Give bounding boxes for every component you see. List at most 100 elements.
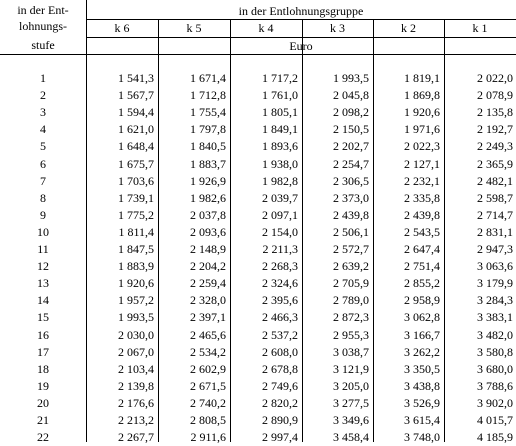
salary-cell: 3 788,6: [477, 378, 513, 393]
group-k2-header: k 2: [401, 21, 416, 35]
salary-cell: 2 324,6: [262, 276, 298, 291]
salary-cell: 2 947,3: [477, 242, 513, 256]
salary-cell: 3 121,9: [333, 361, 369, 376]
salary-cell: 1 739,1: [118, 190, 154, 205]
salary-cell: 2 740,2: [190, 395, 226, 410]
salary-cell: 3 580,8: [477, 344, 513, 359]
salary-cell: 2 022,3: [404, 139, 440, 154]
salary-cell: 1 982,8: [262, 173, 298, 188]
salary-cell: 2 855,2: [404, 276, 440, 291]
salary-cell: 2 482,1: [477, 173, 513, 188]
salary-cell: 3 349,6: [333, 413, 369, 427]
salary-cell: 1 811,4: [118, 224, 154, 239]
stufe-cell: 22: [37, 430, 49, 445]
stufe-cell: 17: [37, 344, 49, 359]
salary-cell: 1 761,0: [262, 88, 298, 103]
salary-cell: 3 383,1: [477, 310, 513, 325]
currency-label: Euro: [289, 39, 313, 53]
stufe-cell: 15: [37, 310, 49, 325]
salary-cell: 2 749,6: [262, 378, 298, 393]
stufe-cell: 13: [37, 276, 49, 291]
stufe-cell: 16: [37, 327, 49, 342]
salary-cell: 2 213,2: [118, 413, 154, 427]
salary-cell: 2 543,5: [404, 224, 440, 239]
salary-cell: 1 775,2: [118, 207, 154, 222]
salary-cell: 2 127,1: [404, 156, 440, 171]
salary-cell: 2 097,1: [262, 207, 298, 222]
stufe-header-line: stufe: [31, 38, 55, 52]
salary-cell: 2 598,7: [477, 190, 513, 205]
salary-cell: 2 037,8: [190, 207, 226, 222]
salary-cell: 2 148,9: [190, 242, 226, 256]
salary-cell: 1 920,6: [404, 105, 440, 120]
salary-cell: 2 397,1: [190, 310, 226, 325]
salary-cell: 2 030,0: [118, 327, 154, 342]
salary-cell: 3 458,4: [333, 430, 369, 445]
salary-cell: 2 872,3: [333, 310, 369, 325]
salary-cell: 2 335,8: [404, 190, 440, 205]
salary-cell: 2 466,3: [262, 310, 298, 325]
salary-cell: 3 526,9: [404, 395, 440, 410]
salary-cell: 1 883,9: [118, 259, 154, 274]
salary-cell: 2 789,0: [333, 293, 369, 308]
salary-cell: 3 902,0: [477, 395, 513, 410]
salary-cell: 1 755,4: [190, 105, 226, 120]
salary-cell: 1 926,9: [190, 173, 226, 188]
salary-cell: 2 997,4: [262, 430, 298, 445]
salary-cell: 1 893,6: [262, 139, 298, 154]
column-divider: [86, 0, 87, 442]
salary-cell: 2 306,5: [333, 173, 369, 188]
salary-cell: 2 831,1: [477, 224, 513, 239]
salary-cell: 2 808,5: [190, 413, 226, 427]
salary-cell: 3 262,2: [404, 344, 440, 359]
stufe-cell: 20: [37, 395, 49, 410]
stufe-cell: 3: [40, 105, 46, 120]
salary-cell: 2 955,3: [333, 327, 369, 342]
salary-cell: 2 098,2: [333, 105, 369, 120]
stufe-cell: 19: [37, 378, 49, 393]
salary-cell: 1 957,2: [118, 293, 154, 308]
salary-cell: 2 204,2: [190, 259, 226, 274]
salary-cell: 4 185,9: [477, 430, 513, 445]
salary-cell: 3 748,0: [404, 430, 440, 445]
salary-cell: 2 602,9: [190, 361, 226, 376]
salary-cell: 3 038,7: [333, 344, 369, 359]
stufe-header-line: in der Ent-: [17, 3, 69, 17]
salary-cell: 2 139,8: [118, 378, 154, 393]
salary-cell: 1 982,6: [190, 190, 226, 205]
column-divider: [158, 19, 159, 442]
salary-cell: 1 621,0: [118, 122, 154, 137]
salary-cell: 2 608,0: [262, 344, 298, 359]
salary-cell: 1 971,6: [404, 122, 440, 137]
salary-cell: 1 648,4: [118, 139, 154, 154]
stufe-cell: 11: [37, 242, 49, 256]
salary-cell: 2 537,2: [262, 327, 298, 342]
salary-cell: 1 567,7: [118, 88, 154, 103]
salary-cell: 2 911,6: [190, 430, 226, 445]
salary-cell: 2 176,6: [118, 395, 154, 410]
salary-cell: 3 680,0: [477, 361, 513, 376]
stufe-cell: 21: [37, 413, 49, 427]
salary-cell: 1 840,5: [190, 139, 226, 154]
salary-cell: 2 154,0: [262, 224, 298, 239]
stufe-header: in der Ent- lohnungs- stufe: [0, 4, 86, 52]
group-header: in der Entlohnungsgruppe: [238, 4, 364, 18]
salary-cell: 2 714,7: [477, 207, 513, 222]
salary-cell: 3 438,8: [404, 378, 440, 393]
stufe-cell: 5: [40, 139, 46, 154]
salary-cell: 1 712,8: [190, 88, 226, 103]
salary-cell: 1 675,7: [118, 156, 154, 171]
stufe-cell: 9: [40, 207, 46, 222]
salary-cell: 1 717,2: [262, 71, 298, 85]
salary-cell: 1 938,0: [262, 156, 298, 171]
salary-cell: 2 268,3: [262, 259, 298, 274]
salary-cell: 2 103,4: [118, 361, 154, 376]
salary-cell: 2 958,9: [404, 293, 440, 308]
column-divider: [230, 19, 231, 442]
salary-cell: 2 647,4: [404, 242, 440, 256]
salary-cell: 3 205,0: [333, 378, 369, 393]
salary-cell: 2 045,8: [333, 88, 369, 103]
group-k1-header: k 1: [472, 21, 488, 35]
column-divider: [373, 19, 374, 442]
salary-cell: 2 039,7: [262, 190, 298, 205]
